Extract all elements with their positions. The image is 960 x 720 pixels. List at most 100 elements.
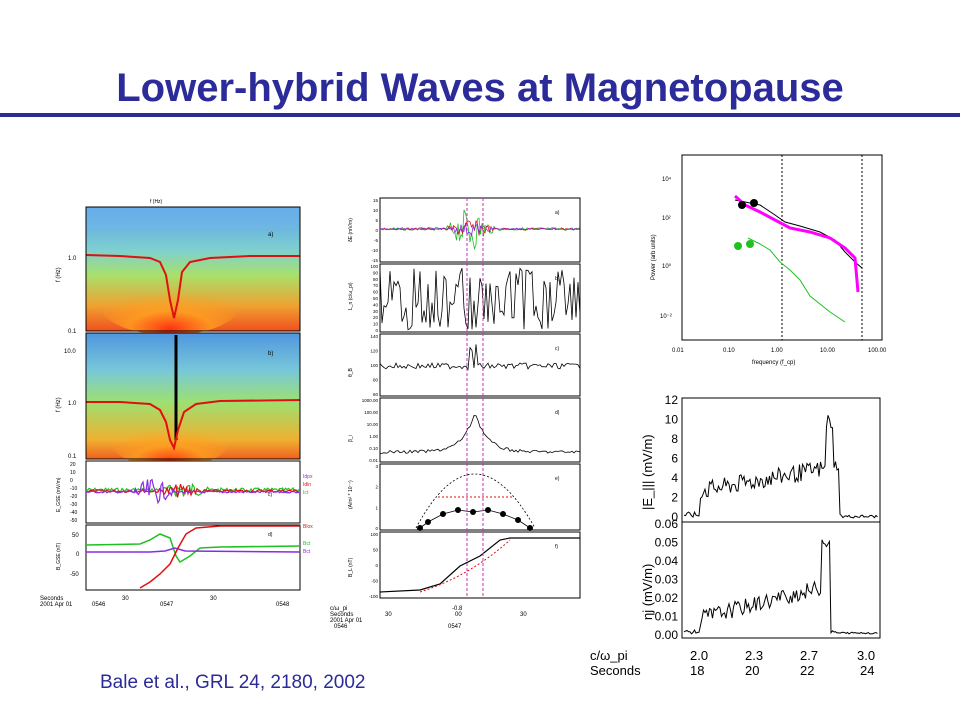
ln-trace <box>379 267 581 331</box>
left-panel-d: d) Blox Bct Bct 50 0 -50 B_GSE (nT) <box>56 524 313 591</box>
panel-c-tick: -30 <box>70 502 77 508</box>
panel-c-tick: -10 <box>70 486 77 492</box>
middle-panel-ylabel: β_i <box>348 435 354 442</box>
theta-trace <box>379 344 581 371</box>
panel-c-ylabel: E_GSE (mV/m) <box>56 477 62 512</box>
title-underline <box>0 113 960 117</box>
panel-c-legend-1: Idpx <box>303 474 313 480</box>
upper-tick: 2 <box>671 491 678 505</box>
mid-x-sec-2: 00 <box>455 612 462 618</box>
middle-panel-tick: 1 <box>375 505 378 510</box>
panel-b-ylabel: f (Hz) <box>56 397 62 412</box>
middle-panel-ylabel: θ_B <box>348 367 354 377</box>
right-x-row2-2: 20 <box>745 663 759 678</box>
panel-c-tick: -50 <box>70 518 77 524</box>
middle-panel-tick: 50 <box>373 548 379 553</box>
middle-panel-frame <box>379 397 581 463</box>
spectrum-ytick-2: 10² <box>662 216 671 222</box>
middle-panel-tick: 2 <box>375 485 378 490</box>
lower-tick: 0.02 <box>655 591 679 605</box>
lower-tick: 0.06 <box>655 517 679 531</box>
panel-c-tick: 20 <box>70 462 76 468</box>
lower-hybrid-trace-a <box>85 254 300 319</box>
middle-panel-tick: 20 <box>373 315 379 320</box>
middle-panel-tick: 70 <box>373 283 379 288</box>
middle-panel-tick: 80 <box>373 277 379 282</box>
middle-panel-ylabel: B_L (nT) <box>348 557 354 577</box>
middle-panel-label: c) <box>555 346 560 352</box>
left-x-row1: Seconds <box>40 596 63 602</box>
efield-trace-purple <box>86 478 300 505</box>
middle-panel-tick: 100 <box>370 532 378 537</box>
spectrum-xtick-2: 0.10 <box>723 348 735 354</box>
panel-b-label: b) <box>268 351 273 357</box>
middle-panel-tick: 0.10 <box>369 446 378 451</box>
middle-panel-tick: 120 <box>370 349 378 354</box>
mid-x-row0: c/ω_pi <box>330 606 347 612</box>
middle-panel-tick: 50 <box>373 296 379 301</box>
panel-c-tick: -40 <box>70 510 77 516</box>
slide-title: Lower-hybrid Waves at Magnetopause <box>116 66 844 110</box>
bfield-trace-purple <box>86 547 301 553</box>
middle-panel-tick: 140 <box>370 334 378 339</box>
panel-c-tick: 10 <box>70 470 76 476</box>
middle-panel-tick: -15 <box>371 258 378 263</box>
upper-tick: 8 <box>671 432 678 446</box>
panel-c-legend-2: Idin <box>303 482 311 488</box>
middle-panel-ylabel: (A/m² * 10⁻⁷) <box>348 480 354 509</box>
lower-ylabel: ηj (mV/m) <box>640 564 655 620</box>
panel-b-tick-3: 0.1 <box>68 454 77 460</box>
middle-panel-tick: -100 <box>369 594 379 599</box>
upper-ylabel: |E_||| (mV/m) <box>640 434 655 510</box>
panel-c-tick: -20 <box>70 494 77 500</box>
panel-c-legend-3: Ict <box>303 490 309 496</box>
middle-panel-tick: -50 <box>371 579 378 584</box>
middle-panel-tick: 80 <box>373 378 379 383</box>
right-x-row1-4: 3.0 <box>857 648 875 663</box>
right-x-row2-3: 22 <box>800 663 814 678</box>
spectrum-dot-4 <box>746 240 754 248</box>
middle-panel-tick: 1.00 <box>369 434 378 439</box>
middle-panel-tick: 90 <box>373 270 379 275</box>
right-x-row2-label: Seconds <box>590 663 641 678</box>
middle-panel-label: d) <box>555 410 560 416</box>
lower-tick: 0.04 <box>655 554 679 568</box>
mid-x-time-1: 0546 <box>334 624 348 630</box>
right-x-row1-1: 2.0 <box>690 648 708 663</box>
bfield-trace-green <box>85 533 301 564</box>
spectrum-xtick-1: 0.01 <box>672 348 684 354</box>
middle-panel-tick: 5 <box>375 218 378 223</box>
eta-j-trace <box>683 539 878 635</box>
middle-panel-tick: 10 <box>373 208 379 213</box>
mid-x-inner-tick: -0.8 <box>452 606 463 612</box>
panel-d-tick-1: 50 <box>72 533 79 539</box>
lower-tick: 0.03 <box>655 573 679 587</box>
panel-d-label: d) <box>268 532 273 538</box>
spectrum-xtick-5: 100.00 <box>868 348 887 354</box>
mid-x-sec-1: 30 <box>385 612 392 618</box>
spectrum-xtick-3: 1.00 <box>771 348 783 354</box>
mid-x-row2: 2001 Apr 01 <box>330 618 363 624</box>
panel-c-label: c) <box>268 492 273 498</box>
upper-tick: 6 <box>671 452 678 466</box>
middle-panel-tick: 0 <box>375 328 378 333</box>
middle-panel-tick: 100 <box>370 363 378 368</box>
lower-tick: 0.01 <box>655 610 679 624</box>
left-figure: f (Hz) a) 1.0 0.1 f (Hz) b) 10.0 1.0 0.1… <box>40 199 313 608</box>
spectrum-ytick-4: 10⁻² <box>660 314 672 320</box>
middle-panel-tick: 60 <box>373 290 379 295</box>
panel-d-legend-2: Bct <box>303 541 311 547</box>
current-density-fit <box>415 473 536 529</box>
panel-d-tick-2: 0 <box>76 552 80 558</box>
panel-a-tick-1: 1.0 <box>68 256 77 262</box>
delta-e-trace-purple <box>379 222 580 237</box>
mid-x-time-2: 0547 <box>448 624 462 630</box>
middle-panel-tick: -5 <box>374 238 378 243</box>
spectrum-figure: 10⁴ 10² 10⁰ 10⁻² 0.01 0.10 1.00 10.00 10… <box>651 154 887 366</box>
panel-a-label: a) <box>268 232 273 238</box>
middle-panel-tick: 0 <box>375 563 378 568</box>
spectrum-ytick-3: 10⁰ <box>662 263 672 270</box>
middle-panel-tick: 15 <box>373 198 379 203</box>
middle-panel-tick: 1000.00 <box>362 398 379 403</box>
efield-trace-green <box>85 482 300 497</box>
